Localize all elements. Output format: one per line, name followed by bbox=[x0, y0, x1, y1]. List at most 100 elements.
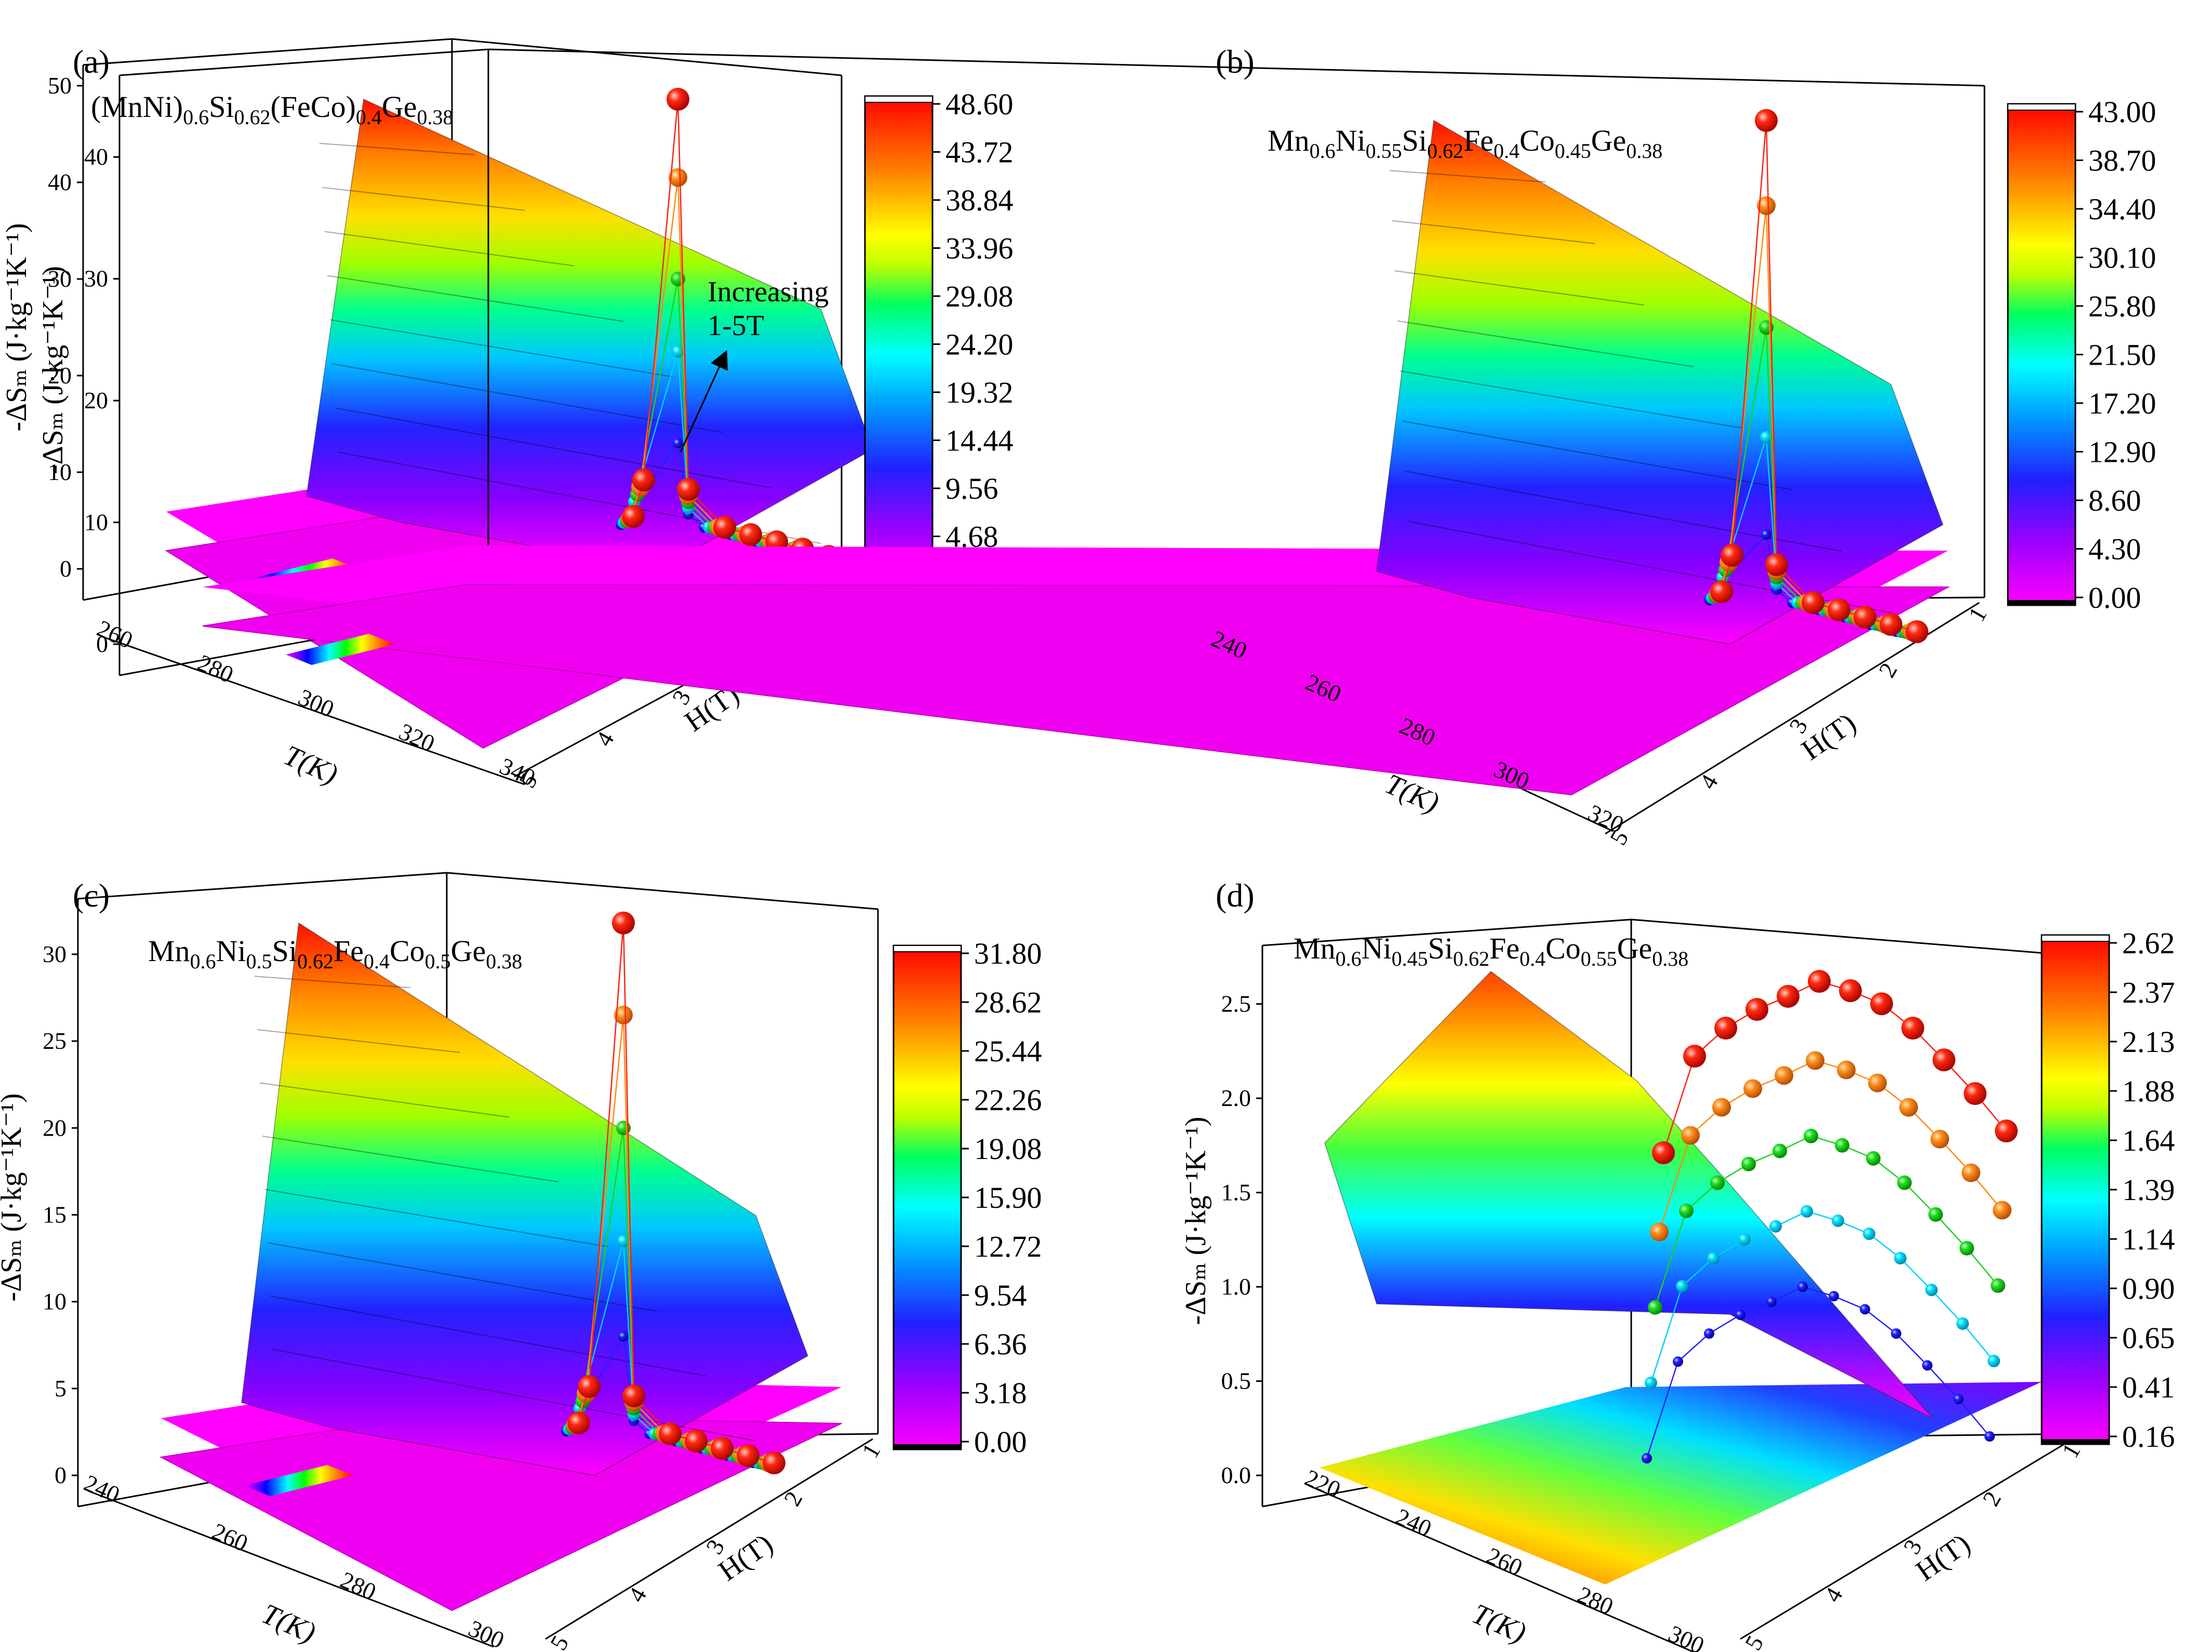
data-point bbox=[1714, 1017, 1737, 1040]
data-point bbox=[1870, 992, 1893, 1016]
data-point bbox=[1901, 1017, 1924, 1040]
z-tick-label: 25 bbox=[43, 1028, 66, 1054]
data-point bbox=[1863, 1228, 1875, 1241]
formula-element: Ge bbox=[1617, 931, 1653, 965]
h-axis-title: H(T) bbox=[1796, 707, 1862, 767]
formula-subscript: 0.55 bbox=[1366, 139, 1402, 163]
series-5T bbox=[567, 911, 785, 1474]
data-point bbox=[1645, 1376, 1657, 1389]
annotation-arrow bbox=[679, 350, 728, 452]
data-point bbox=[672, 345, 684, 358]
formula-element: Mn bbox=[1268, 124, 1310, 157]
formula-element: Co bbox=[1520, 124, 1555, 157]
back-top-line bbox=[119, 48, 489, 76]
colorbar-tick-label: 19.08 bbox=[974, 1132, 1042, 1166]
data-point bbox=[1808, 970, 1831, 993]
z-ticks: 0.0 0.5 1.0 1.5 2.0 2.5 bbox=[1221, 991, 1262, 1488]
compound-formula: (MnNi)0.6​Si0.62​(FeCo)0.4​Ge0.38​ bbox=[91, 90, 454, 129]
series-3T bbox=[1648, 1128, 2005, 1315]
h-tick-label: 1 bbox=[857, 1439, 886, 1462]
colorbar-bottom-cap bbox=[894, 1444, 961, 1449]
colorbar-tick-label: 24.20 bbox=[945, 328, 1014, 362]
formula-subscript: 0.4 bbox=[356, 105, 382, 129]
colorbar-tick-label: 31.80 bbox=[974, 937, 1042, 970]
formula-subscript: 0.4 bbox=[1494, 139, 1520, 163]
colorbar-tick-label: 19.32 bbox=[945, 376, 1014, 409]
formula-subscript: 0.6 bbox=[190, 950, 216, 973]
back-right-top-line bbox=[488, 48, 1985, 87]
formula-element: Ni bbox=[1336, 124, 1366, 157]
data-point bbox=[614, 1005, 633, 1024]
floor-contour-stripe bbox=[244, 1465, 353, 1496]
h-tick-label: 2 bbox=[779, 1487, 808, 1510]
z-axis-title: -ΔSₘ (J·kg⁻¹K⁻¹) bbox=[1, 223, 33, 431]
formula-subscript: 0.55 bbox=[1581, 947, 1617, 970]
contour-line bbox=[257, 1029, 460, 1053]
colorbar-tick-label: 28.62 bbox=[974, 985, 1042, 1019]
h-axis-line bbox=[1740, 1438, 2073, 1640]
colorbar-tick-label: 2.62 bbox=[2122, 926, 2175, 960]
data-point bbox=[1743, 1079, 1762, 1098]
x-tick-label: 320 bbox=[395, 718, 439, 757]
z-tick-label: 0 bbox=[55, 1462, 66, 1488]
formula-subscript: 0.38 bbox=[1626, 139, 1662, 163]
formula-element: Si bbox=[209, 90, 234, 124]
series-5T bbox=[1710, 109, 1928, 643]
data-point bbox=[1899, 1098, 1918, 1117]
data-point bbox=[617, 1234, 630, 1247]
colorbar-tick-label: 43.00 bbox=[2088, 95, 2156, 129]
data-point bbox=[1953, 1394, 1964, 1405]
formula-element: Ge bbox=[1591, 124, 1627, 157]
data-point bbox=[1676, 1280, 1688, 1293]
data-point bbox=[1806, 1051, 1824, 1070]
data-point bbox=[1993, 1201, 2011, 1220]
data-point bbox=[737, 1444, 759, 1467]
lower-floor-plane bbox=[159, 1415, 842, 1611]
z-axis-title: -ΔSₘ (J·kg⁻¹K⁻¹) bbox=[0, 1093, 28, 1301]
data-point bbox=[763, 1451, 785, 1474]
formula-subscript: 0.62 bbox=[234, 105, 271, 129]
z-axis-title: -ΔSₘ (J·kg⁻¹K⁻¹) bbox=[1180, 1116, 1212, 1325]
data-point bbox=[1801, 1205, 1813, 1218]
data-point bbox=[713, 516, 736, 539]
colorbar-tick-label: 33.96 bbox=[945, 232, 1014, 265]
x-axis-line bbox=[101, 635, 525, 785]
data-point bbox=[1642, 1453, 1652, 1464]
colorbar: 48.60 43.72 38.84 33.96 29.08 24.20 19.32 14.44… bbox=[864, 87, 1014, 602]
data-point bbox=[1712, 1098, 1731, 1117]
colorbar-tick-label: 0.41 bbox=[2122, 1370, 2175, 1404]
z-tick-label: 1.0 bbox=[1221, 1273, 1251, 1300]
data-point bbox=[1797, 1282, 1808, 1293]
data-point bbox=[667, 88, 689, 111]
formula-element: Co bbox=[390, 934, 425, 968]
z-tick-label: 1.5 bbox=[1221, 1179, 1251, 1206]
colorbar-gradient bbox=[2041, 934, 2110, 1445]
colorbar-tick-label: 2.13 bbox=[2122, 1025, 2175, 1059]
data-point bbox=[618, 1331, 629, 1342]
data-point bbox=[1761, 529, 1771, 540]
formula-element: Fe bbox=[1463, 124, 1494, 157]
colorbar-tick-label: 14.44 bbox=[945, 424, 1014, 458]
contour-line bbox=[259, 1082, 510, 1118]
formula-element: Fe bbox=[1489, 931, 1520, 965]
formula-element: Si bbox=[1428, 931, 1453, 965]
data-point bbox=[1868, 1073, 1887, 1093]
back-top-line bbox=[77, 872, 447, 900]
data-point bbox=[1704, 1328, 1714, 1339]
h-axis-line bbox=[545, 1438, 873, 1640]
data-point bbox=[1964, 1082, 1987, 1105]
formula-element: Si bbox=[272, 934, 297, 968]
colorbar-tick-label: 15.90 bbox=[974, 1181, 1042, 1215]
formula-element: Ni bbox=[216, 934, 246, 968]
z-tick-label: 10 bbox=[48, 459, 72, 485]
back-right-top-line bbox=[446, 872, 878, 910]
data-point bbox=[1773, 1143, 1787, 1158]
h-tick-label: 5 bbox=[1740, 1631, 1769, 1652]
back-right-top-line bbox=[451, 38, 842, 76]
z-tick-label: 30 bbox=[48, 265, 72, 292]
data-point bbox=[1745, 998, 1768, 1021]
h-axis-title: H(T) bbox=[1910, 1528, 1976, 1588]
series-line bbox=[1650, 1210, 1994, 1383]
